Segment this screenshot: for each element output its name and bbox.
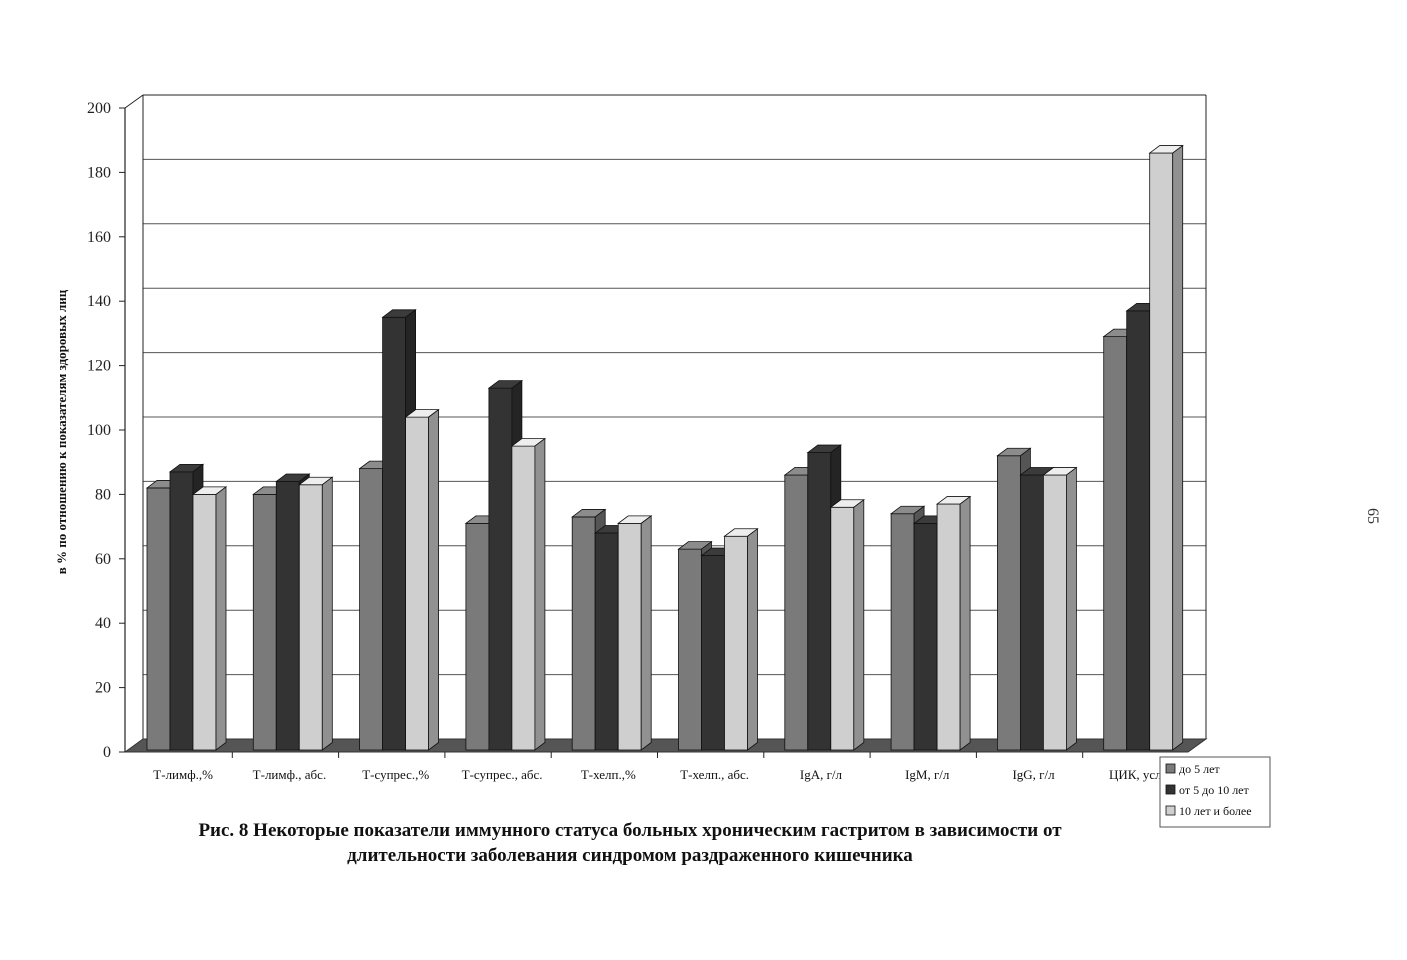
bar-front [936,503,961,751]
bar-front [382,316,407,751]
bar [1042,466,1078,751]
bar-front [594,532,619,751]
x-category-label: ЦИК, усл.е [1109,767,1171,782]
bar-front [298,484,323,751]
bar-side [959,495,971,751]
x-axis-categories: Т-лимф.,% Т-лимф., абс. Т-супрес.,% Т-супре… [153,752,1171,782]
y-axis-label: в % по отношению к показателям здоровых … [54,289,69,574]
bar-side [321,476,333,751]
legend-swatch [1165,805,1176,816]
y-tick-label: 200 [87,100,111,117]
legend-label: до 5 лет [1179,762,1220,776]
legend-label: от 5 до 10 лет [1179,783,1250,797]
bar-front [169,471,194,751]
x-category-label: Т-лимф.,% [153,767,213,782]
bar [723,527,759,751]
bar-side [1066,466,1077,751]
y-tick-label: 20 [95,680,111,697]
bar-front [913,522,938,751]
bar-front [359,468,384,751]
y-tick-label: 60 [95,551,111,568]
bar-front [784,474,809,751]
x-category-label: IgG, г/л [1012,767,1055,782]
bar-front [1043,474,1067,751]
y-tick-label: 180 [87,164,111,181]
bar-front [465,522,490,751]
bar [510,437,547,751]
bar-front [252,493,277,751]
bar [617,515,653,751]
y-tick-label: 120 [87,358,111,375]
x-category-label: Т-лимф., абс. [253,767,327,782]
bar-front [830,506,855,751]
wall-top-edge [124,94,144,109]
bar [191,486,228,751]
legend: до 5 лет от 5 до 10 лет 10 лет и более [1159,756,1271,828]
page-number: 65 [1364,508,1381,524]
y-tick-label: 40 [95,615,111,632]
bar-front [571,516,596,751]
bar-side [1172,144,1184,751]
bar-side [215,486,227,751]
bar-front [275,481,300,751]
x-category-label: Т-супрес., абс. [462,767,543,782]
x-category-label: IgA, г/л [800,767,843,782]
bar-front [701,555,725,751]
x-category-label: IgM, г/л [905,767,950,782]
bar-front [405,416,430,751]
legend-swatch [1165,763,1176,774]
figure-caption: Рис. 8 Некоторые показатели иммунного ст… [80,818,1180,868]
bar-side [534,437,546,751]
legend-swatch [1165,784,1176,795]
bar-front [997,455,1021,751]
y-tick-label: 0 [103,744,111,761]
caption-line-2: длительности заболевания синдромом раздр… [347,845,913,866]
bar [829,498,865,751]
bar [298,476,334,751]
y-tick-label: 160 [87,229,111,246]
bar-front [192,493,217,751]
bar-front [488,387,513,751]
bar-side [640,515,652,751]
legend-label: 10 лет и более [1179,804,1252,818]
bar-front [617,522,642,751]
x-category-label: Т-хелп., абс. [680,767,749,782]
bar-front [1020,474,1044,751]
bar-front [890,513,915,751]
bar-front [678,548,702,751]
bars [145,144,1184,751]
legend-box [1159,756,1271,828]
y-tick-label: 80 [95,486,111,503]
bar-side [428,408,440,751]
x-category-label: Т-супрес.,% [362,767,429,782]
y-tick-label: 100 [87,422,111,439]
y-axis-ticks: 0 20 40 60 80 100 120 140 160 180 200 [87,100,125,761]
bar-front [1149,152,1174,751]
bar-front [1103,336,1128,751]
bar-front [511,445,536,751]
bar-side [747,527,758,751]
bar [935,495,972,751]
bar [404,408,440,751]
bar-front [807,452,832,751]
y-tick-label: 140 [87,293,111,310]
bar-front [146,487,171,751]
bar-side [853,498,865,751]
bar-front [1126,310,1151,751]
x-category-label: Т-хелп.,% [581,767,636,782]
bar [1148,144,1184,751]
bar-front [724,535,748,751]
caption-line-1: Рис. 8 Некоторые показатели иммунного ст… [198,820,1062,841]
